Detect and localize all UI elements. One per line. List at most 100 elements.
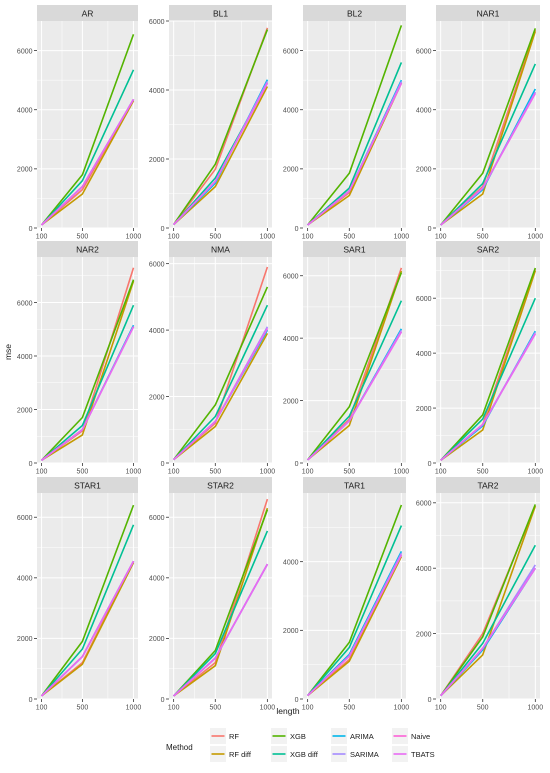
series-line-xgb-diff [40,524,135,697]
facet-strip [37,5,138,21]
legend-item-xgb-diff: XGB diff [271,746,319,762]
facet-title: AR [82,9,94,19]
facet-strip [37,477,138,493]
series-line-rf-diff [173,333,269,461]
y-tick-label: 2000 [283,398,299,405]
facet-title: TAR1 [344,481,365,491]
legend-item-arima: ARIMA [331,728,374,744]
panel-background [169,493,272,699]
x-tick-label: 1000 [394,705,410,712]
x-tick-label: 500 [77,705,89,712]
y-tick-label: 6000 [149,19,165,26]
y-tick-label: 0 [29,226,33,233]
facet-title: STAR1 [74,481,101,491]
x-tick-label: 500 [209,705,221,712]
series-line-tbats [40,98,135,226]
x-tick-label: 100 [435,705,447,712]
y-tick-label: 2000 [17,167,33,174]
x-tick-label: 1000 [394,234,410,241]
series-line-xgb [40,504,135,697]
x-tick-label: 500 [209,469,221,476]
y-tick-label: 6000 [416,501,432,508]
x-tick-label: 1000 [126,469,142,476]
y-tick-label: 0 [161,461,165,468]
legend-item-rf-diff: RF diff [210,746,252,762]
x-tick-label: 500 [343,469,355,476]
facet-title: TAR2 [477,481,498,491]
y-tick-label: 4000 [17,108,33,115]
y-tick-label: 0 [295,461,299,468]
x-tick-label: 100 [302,234,314,241]
facet-title: NAR2 [76,245,99,255]
facet-title: SAR1 [343,245,365,255]
x-tick-label: 1000 [528,234,544,241]
facet-panel-nar2: NAR2 0 2000 4000 6000 100 500 1000 [17,241,141,476]
facet-strip [37,241,138,257]
panel-background [37,257,138,463]
x-tick-label: 500 [477,705,489,712]
facet-panel-bl2: BL2 0 2000 4000 6000 100 500 1000 [283,5,409,241]
series-line-tbats [440,333,536,461]
x-tick-label: 1000 [260,234,276,241]
legend-label: RF [229,732,239,741]
x-tick-label: 1000 [126,234,142,241]
series-line-xgb-diff [40,304,135,461]
x-tick-label: 500 [343,234,355,241]
series-line-tbats [307,331,403,461]
y-tick-label: 6000 [149,261,165,268]
legend: Method RF RF diff XGB XGB diff ARIMA SARIMA Nai… [166,728,435,762]
legend-item-naive: Naive [392,728,430,744]
x-tick-label: 100 [168,469,180,476]
y-tick-label: 4000 [283,559,299,566]
facet-panel-nar1: NAR1 0 2000 4000 6000 100 500 1000 [416,5,543,241]
facet-panel-ar: AR 0 2000 4000 6000 100 500 1000 [17,5,141,241]
y-tick-label: 0 [161,226,165,233]
y-tick-label: 6000 [17,515,33,522]
series-line-tbats [173,563,269,697]
y-tick-label: 0 [428,697,432,704]
x-tick-label: 500 [209,234,221,241]
series-line-rf-diff [41,100,135,226]
panel-background [37,493,138,699]
x-tick-label: 100 [36,234,48,241]
panel-background [436,493,540,699]
y-tick-label: 4000 [416,566,432,573]
x-tick-label: 1000 [528,469,544,476]
y-tick-label: 4000 [283,336,299,343]
facet-strip [169,241,272,257]
y-tick-label: 2000 [416,167,432,174]
series-line-xgb-diff [306,525,403,697]
legend-label: RF diff [229,750,252,759]
y-tick-label: 0 [161,697,165,704]
series-line-rf-diff [41,562,135,697]
legend-label: TBATS [411,750,435,759]
legend-label: SARIMA [350,750,379,759]
series-line-rf-diff [41,280,135,461]
legend-item-rf: RF [210,728,239,744]
y-tick-label: 6000 [17,300,33,307]
series-line-xgb-diff [307,300,403,461]
series-line-rf-diff [307,270,403,461]
x-tick-label: 1000 [260,705,276,712]
x-tick-label: 100 [435,469,447,476]
facet-panel-tar2: TAR2 0 2000 4000 6000 100 500 1000 [416,477,543,712]
facet-title: NMA [211,245,230,255]
facet-strip [303,477,406,493]
series-line-xgb [440,28,537,226]
x-tick-label: 100 [302,469,314,476]
x-tick-label: 100 [168,705,180,712]
y-tick-label: 0 [295,226,299,233]
series-line-tbats [307,82,403,226]
series-line-xgb-diff [440,297,537,461]
y-tick-label: 4000 [283,108,299,115]
facet-strip [436,5,540,21]
x-tick-label: 100 [168,234,180,241]
y-tick-label: 2000 [17,407,33,414]
series-line-tbats [40,560,135,697]
legend-label: XGB [290,732,306,741]
y-tick-label: 0 [428,461,432,468]
facet-panel-bl1: BL1 0 2000 4000 6000 100 500 1000 [149,5,275,241]
panel-background [303,257,406,463]
